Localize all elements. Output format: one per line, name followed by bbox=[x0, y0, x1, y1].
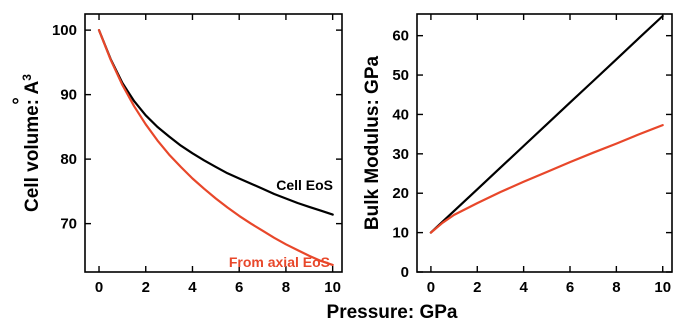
left-y-axis-label: Cell volume: A3 bbox=[20, 74, 43, 212]
left-ticks: 0 2 4 6 8 10 70 80 90 100 bbox=[52, 14, 342, 296]
left-x-tick-label: 6 bbox=[235, 279, 243, 296]
annotation-from-axial-eos: From axial EoS bbox=[229, 254, 330, 270]
right-y-tick-label: 50 bbox=[392, 67, 409, 84]
right-curves bbox=[429, 14, 664, 234]
right-x-tick-label: 0 bbox=[427, 279, 435, 296]
left-cell-eos-curve bbox=[97, 29, 334, 216]
right-cell-eos-curve bbox=[429, 14, 664, 234]
right-y-tick-label: 0 bbox=[401, 264, 409, 281]
ylabel-unit-accent: ° bbox=[10, 97, 31, 105]
right-y-axis-label: Bulk Modulus: GPa bbox=[362, 55, 383, 230]
ylabel-unit-base: A bbox=[22, 80, 43, 94]
annotation-cell-eos: Cell EoS bbox=[276, 177, 333, 193]
left-plot-frame bbox=[84, 13, 343, 273]
right-x-tick-label: 6 bbox=[566, 279, 574, 296]
left-x-tick-label: 8 bbox=[282, 279, 290, 296]
x-axis-label: Pressure: GPa bbox=[327, 302, 458, 323]
left-x-tick-label: 0 bbox=[95, 279, 103, 296]
right-y-tick-label: 60 bbox=[392, 28, 409, 45]
right-x-tick-label: 8 bbox=[612, 279, 620, 296]
left-curves bbox=[97, 29, 334, 266]
right-plot-frame bbox=[416, 13, 673, 273]
left-y-tick-label: 80 bbox=[60, 151, 77, 168]
left-x-tick-label: 2 bbox=[142, 279, 150, 296]
right-y-tick-label: 30 bbox=[392, 146, 409, 163]
right-x-tick-label: 4 bbox=[519, 279, 528, 296]
left-panel: 0 2 4 6 8 10 70 80 90 100 Cell EoS From axial EoS… bbox=[10, 13, 343, 296]
ylabel-text: Cell volume: bbox=[22, 94, 43, 212]
right-ticks: 0 2 4 6 8 10 0 10 20 30 40 50 60 bbox=[392, 14, 672, 296]
left-y-tick-label: 100 bbox=[52, 22, 77, 39]
left-axial-eos-curve bbox=[97, 29, 334, 266]
right-y-tick-label: 40 bbox=[392, 106, 409, 123]
left-x-tick-label: 4 bbox=[188, 279, 197, 296]
right-panel: 0 2 4 6 8 10 0 10 20 30 40 50 60 Bulk Modulus: GPa bbox=[362, 13, 673, 296]
right-x-tick-label: 2 bbox=[473, 279, 481, 296]
right-axial-eos-curve bbox=[429, 123, 664, 234]
right-y-tick-label: 10 bbox=[392, 225, 409, 242]
ylabel-unit-exp: 3 bbox=[20, 74, 34, 81]
left-y-tick-label: 90 bbox=[60, 87, 77, 104]
left-y-tick-label: 70 bbox=[60, 216, 77, 233]
right-y-tick-label: 20 bbox=[392, 185, 409, 202]
left-x-tick-label: 10 bbox=[324, 279, 341, 296]
right-x-tick-label: 10 bbox=[654, 279, 671, 296]
